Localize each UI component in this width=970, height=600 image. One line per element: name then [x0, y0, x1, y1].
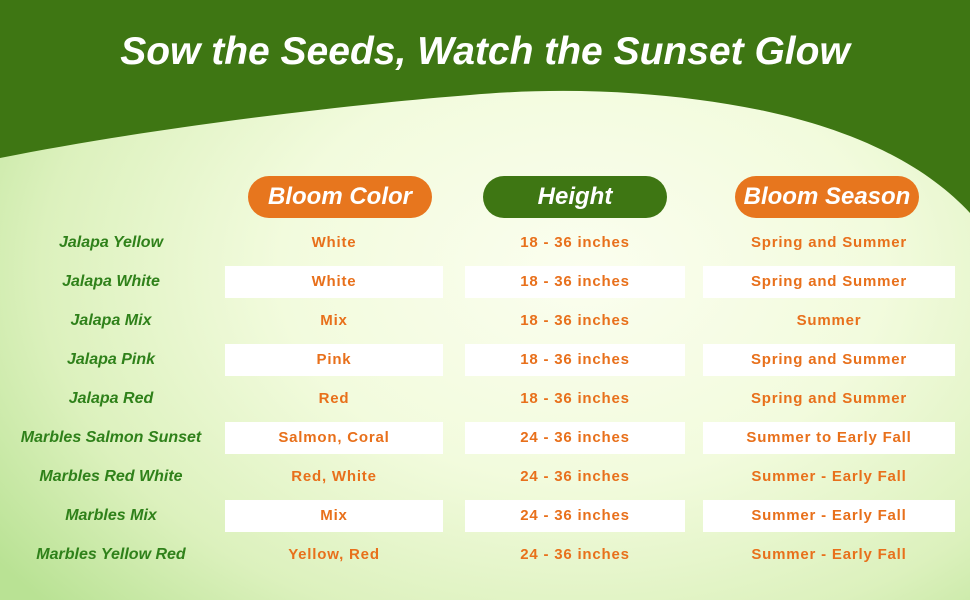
table-row: Marbles Yellow Red Yellow, Red 24 - 36 i…: [0, 539, 970, 571]
variety-name: Jalapa Yellow: [58, 234, 164, 251]
bloom-season-value: Summer: [796, 312, 862, 329]
bloom-season-value: Spring and Summer: [703, 266, 955, 298]
variety-name: Jalapa Pink: [66, 351, 156, 368]
height-value: 18 - 36 inches: [520, 312, 630, 329]
height-value: 24 - 36 inches: [465, 422, 685, 454]
header-wave-shape: [0, 0, 970, 213]
variety-name: Jalapa Red: [68, 390, 154, 407]
column-header-height: Height: [483, 176, 667, 218]
table-row: Marbles Mix Mix 24 - 36 inches Summer - …: [0, 500, 970, 532]
bloom-season-value: Summer - Early Fall: [703, 500, 955, 532]
bloom-season-value: Spring and Summer: [750, 390, 908, 407]
bloom-color-value: Mix: [320, 312, 348, 329]
variety-name: Marbles Yellow Red: [36, 546, 186, 563]
bloom-season-value: Spring and Summer: [703, 344, 955, 376]
bloom-season-value: Spring and Summer: [750, 234, 908, 251]
page-title: Sow the Seeds, Watch the Sunset Glow: [120, 30, 850, 73]
bloom-color-value: White: [225, 266, 443, 298]
height-value: 18 - 36 inches: [465, 344, 685, 376]
variety-name: Jalapa White: [62, 273, 160, 290]
table-row: Jalapa Red Red 18 - 36 inches Spring and…: [0, 383, 970, 415]
bloom-season-value: Summer - Early Fall: [751, 546, 907, 563]
variety-name: Marbles Red White: [39, 468, 183, 485]
height-value: 24 - 36 inches: [520, 468, 630, 485]
table-row: Jalapa Mix Mix 18 - 36 inches Summer: [0, 305, 970, 337]
height-value: 24 - 36 inches: [520, 546, 630, 563]
height-value: 18 - 36 inches: [465, 266, 685, 298]
bloom-color-value: Mix: [225, 500, 443, 532]
bloom-color-value: Salmon, Coral: [225, 422, 443, 454]
variety-name: Jalapa Mix: [70, 312, 152, 329]
bloom-season-value: Summer - Early Fall: [751, 468, 907, 485]
bloom-color-value: Red: [318, 390, 350, 407]
table-row: Jalapa White White 18 - 36 inches Spring…: [0, 266, 970, 298]
table-row: Jalapa Yellow White 18 - 36 inches Sprin…: [0, 227, 970, 259]
column-header-bloom-color: Bloom Color: [248, 176, 432, 218]
variety-name: Marbles Salmon Sunset: [20, 429, 202, 446]
bloom-color-value: White: [311, 234, 357, 251]
table-row: Marbles Red White Red, White 24 - 36 inc…: [0, 461, 970, 493]
bloom-color-value: Red, White: [291, 468, 377, 485]
table-row: Jalapa Pink Pink 18 - 36 inches Spring a…: [0, 344, 970, 376]
height-value: 18 - 36 inches: [520, 234, 630, 251]
column-header-bloom-season: Bloom Season: [735, 176, 919, 218]
height-value: 18 - 36 inches: [520, 390, 630, 407]
bloom-season-value: Summer to Early Fall: [703, 422, 955, 454]
bloom-color-value: Pink: [225, 344, 443, 376]
height-value: 24 - 36 inches: [465, 500, 685, 532]
variety-name: Marbles Mix: [65, 507, 157, 524]
table-row: Marbles Salmon Sunset Salmon, Coral 24 -…: [0, 422, 970, 454]
bloom-color-value: Yellow, Red: [288, 546, 380, 563]
